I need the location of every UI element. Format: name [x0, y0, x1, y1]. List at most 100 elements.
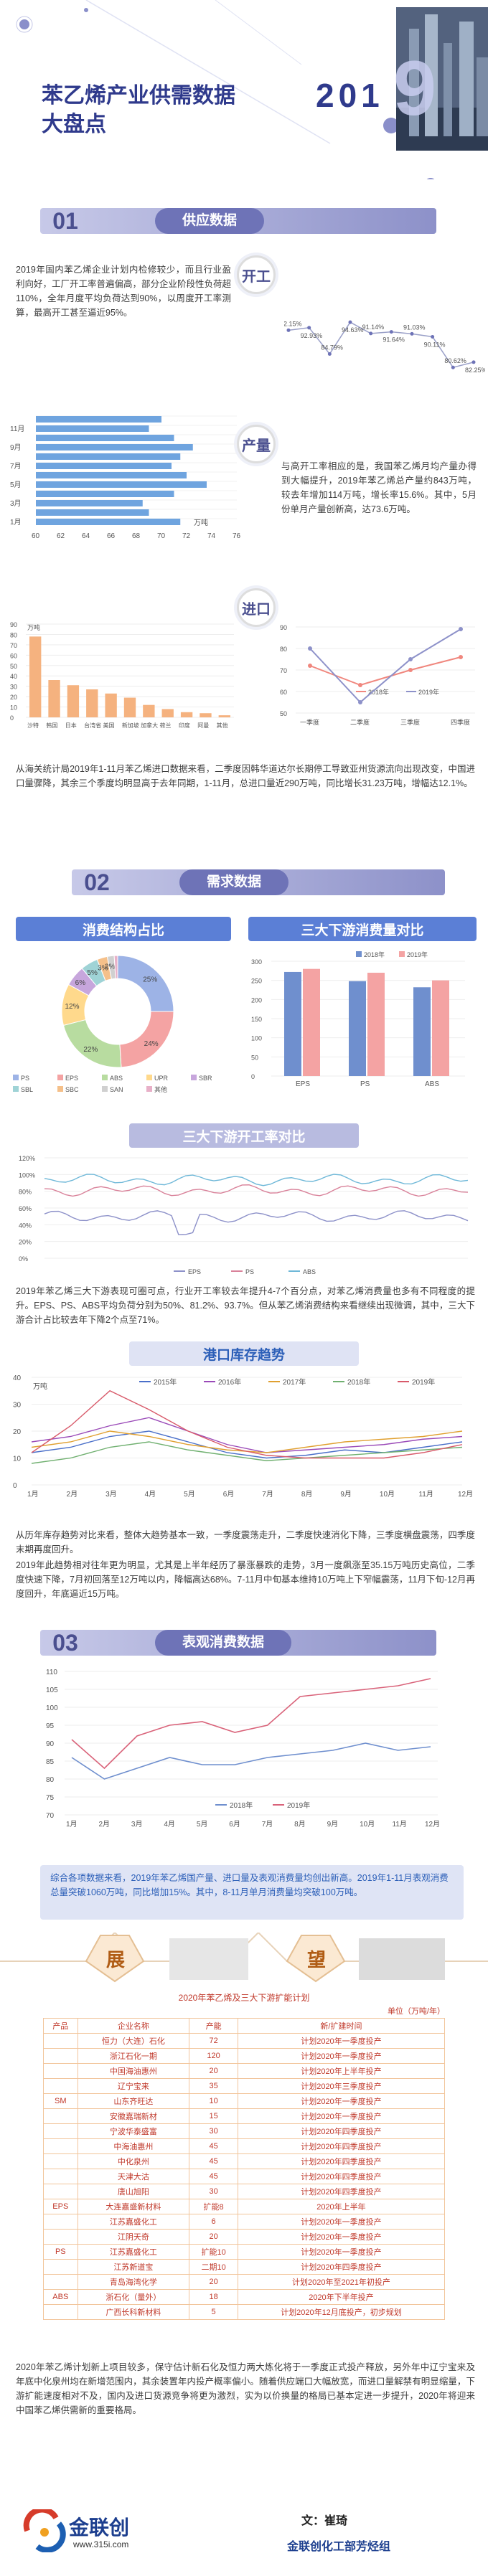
kaigong-point [451, 365, 455, 369]
chanliang-bar [36, 481, 207, 488]
port-series-line [31, 1430, 463, 1453]
chanliang-category: 9月 [10, 443, 22, 452]
capacity-cell [43, 2184, 78, 2199]
jinkou-line-tick: 70 [280, 667, 287, 674]
capacity-cell: 大连嘉盛新材料 [77, 2199, 190, 2214]
apparent-tick: 75 [46, 1794, 55, 1802]
chanliang-bar [36, 491, 174, 497]
band-consumption: 消费结构占比 [16, 917, 231, 941]
band-port: 港口库存趋势 [129, 1341, 359, 1366]
consumption-pie-chart: 25% 24% 22% 12% 6%5%3%2% PS EPS ABS UPR SBR SBL SBC… [13, 955, 212, 1093]
department: 金联创化工部芳烃组 [287, 2541, 391, 2553]
capacity-unit: 单位（万吨/年） [387, 2007, 445, 2016]
capacity-cell: 120 [189, 2048, 238, 2064]
apparent-category: 2月 [98, 1820, 110, 1829]
capacity-cell [43, 2259, 78, 2275]
chanliang-tick: 62 [57, 532, 65, 540]
pie-legend-swatch [191, 1075, 197, 1080]
pie-label: 2% [105, 963, 116, 971]
jinkou-tick: 0 [10, 714, 14, 722]
jinkou-line-category: 一季度 [300, 718, 319, 726]
dsrun-series-line [44, 1184, 469, 1197]
capacity-cell: 恒力（大连）石化 [77, 2033, 190, 2049]
apparent-series-line [71, 1742, 431, 1780]
pie-label: 12% [65, 1003, 80, 1011]
capacity-cell: 宁波华泰盛富 [77, 2123, 190, 2139]
jinkou-bar [218, 715, 230, 717]
capacity-cell: 计划2020年四季度投产 [237, 2169, 446, 2184]
pie-legend-label: PS [21, 1075, 29, 1082]
jinkou-category: 其他 [217, 722, 228, 729]
chanliang-bar [36, 519, 181, 525]
apparent-category: 1月 [66, 1820, 78, 1829]
pie-legend-swatch [57, 1075, 63, 1080]
header: 苯乙烯产业供需数据 大盘点 201 9 [0, 0, 488, 179]
logo-url: www.315i.com [73, 2539, 129, 2549]
capacity-cell: 计划2020年12月底投产，初步规划 [237, 2304, 446, 2320]
chanliang-category: 11月 [10, 425, 24, 433]
dsbar-tick: 300 [251, 958, 262, 966]
pie-label: 5% [87, 969, 98, 977]
dsbar-bar [284, 971, 301, 1076]
capacity-cell: 15 [189, 2108, 238, 2124]
capacity-cell: 广西长科新材料 [77, 2304, 190, 2320]
dsbar-tick: 250 [251, 978, 262, 985]
apparent-tick: 85 [46, 1758, 55, 1766]
dsbar-category: ABS [425, 1080, 439, 1088]
apparent-legend-label: 2018年 [230, 1801, 253, 1810]
kaigong-data-label: 84.79% [321, 344, 343, 351]
kaigong-data-label: 92.93% [301, 332, 323, 339]
pie-legend-swatch [13, 1086, 19, 1092]
capacity-cell: 45 [189, 2138, 238, 2154]
capacity-row: EPS 大连嘉盛新材料 扩能8 2020年上半年 [43, 2199, 446, 2214]
port-category: 8月 [301, 1490, 313, 1499]
chanliang-tick: 60 [32, 532, 40, 540]
kaigong-line [288, 321, 474, 369]
capacity-row: 安徽嘉瑞新材 15 计划2020年一季度投产 [43, 2108, 446, 2124]
port-legend-label: 2018年 [347, 1377, 370, 1387]
apparent-tick: 90 [46, 1740, 55, 1748]
capacity-cell: 20 [189, 2274, 238, 2290]
jinkou-tick: 90 [10, 621, 17, 628]
apparent-category: 8月 [294, 1820, 306, 1829]
kaigong-point [410, 331, 414, 336]
jinkou-line-tick: 80 [280, 646, 287, 653]
port-tick: 20 [13, 1428, 22, 1436]
capacity-cell: 10 [189, 2093, 238, 2109]
dsbar-category: PS [360, 1080, 370, 1088]
port-category: 2月 [67, 1490, 78, 1499]
capacity-cell: 30 [189, 2184, 238, 2199]
capacity-row: 天津大沽 45 计划2020年四季度投产 [43, 2169, 446, 2184]
capacity-row: 辽宁宝来 35 计划2020年三季度投产 [43, 2078, 446, 2094]
jinkou-legend-label: 2019年 [418, 688, 439, 696]
pie-legend-swatch [102, 1086, 108, 1092]
jinkou-bar [200, 713, 212, 717]
jinkou-line-category: 四季度 [451, 718, 470, 726]
chanliang-bar [36, 435, 174, 441]
section-1-title: 供应数据 [155, 208, 265, 234]
capacity-cell: 计划2020年一季度投产 [237, 2108, 446, 2124]
capacity-cell: 计划2020年四季度投产 [237, 2259, 446, 2275]
jinkou-series-point [408, 668, 413, 672]
kaigong-point [327, 352, 332, 356]
kaigong-point [369, 331, 373, 336]
section-3-number: 03 [52, 1629, 78, 1656]
capacity-cell: 45 [189, 2169, 238, 2184]
paragraph-jinkou: 从海关统计局2019年1-11月苯乙烯进口数据来看，二季度因韩华道达尔长期停工导… [16, 764, 475, 788]
dsrun-tick: 20% [19, 1239, 32, 1246]
capacity-cell: 扩能8 [189, 2199, 238, 2214]
footer: 金联创 www.315i.com 文：崔琦 金联创化工部芳烃组 [0, 2482, 488, 2576]
capacity-row: 浙江石化一期 120 计划2020年一季度投产 [43, 2048, 446, 2064]
paragraph-downstream: 2019年苯乙烯三大下游表现可圈可点，行业开工率较去年提升4-7个百分点，对苯乙… [16, 1286, 475, 1325]
capacity-cell: ABS [43, 2289, 78, 2305]
capacity-cell: 35 [189, 2078, 238, 2094]
dsrun-tick: 0% [19, 1255, 28, 1263]
capacity-row: 江苏嘉盛化工 6 计划2020年一季度投产 [43, 2214, 446, 2230]
paragraph-chanliang: 与高开工率相应的是，我国苯乙烯月均产量办得到大幅提升，2019年苯乙烯总产量约8… [281, 461, 477, 514]
capacity-cell: 青岛海湾化学 [77, 2274, 190, 2290]
pie-legend-swatch [13, 1075, 19, 1080]
capacity-cell: 中海油惠州 [77, 2138, 190, 2154]
section-1-number: 01 [52, 207, 78, 234]
capacity-cell [43, 2304, 78, 2320]
